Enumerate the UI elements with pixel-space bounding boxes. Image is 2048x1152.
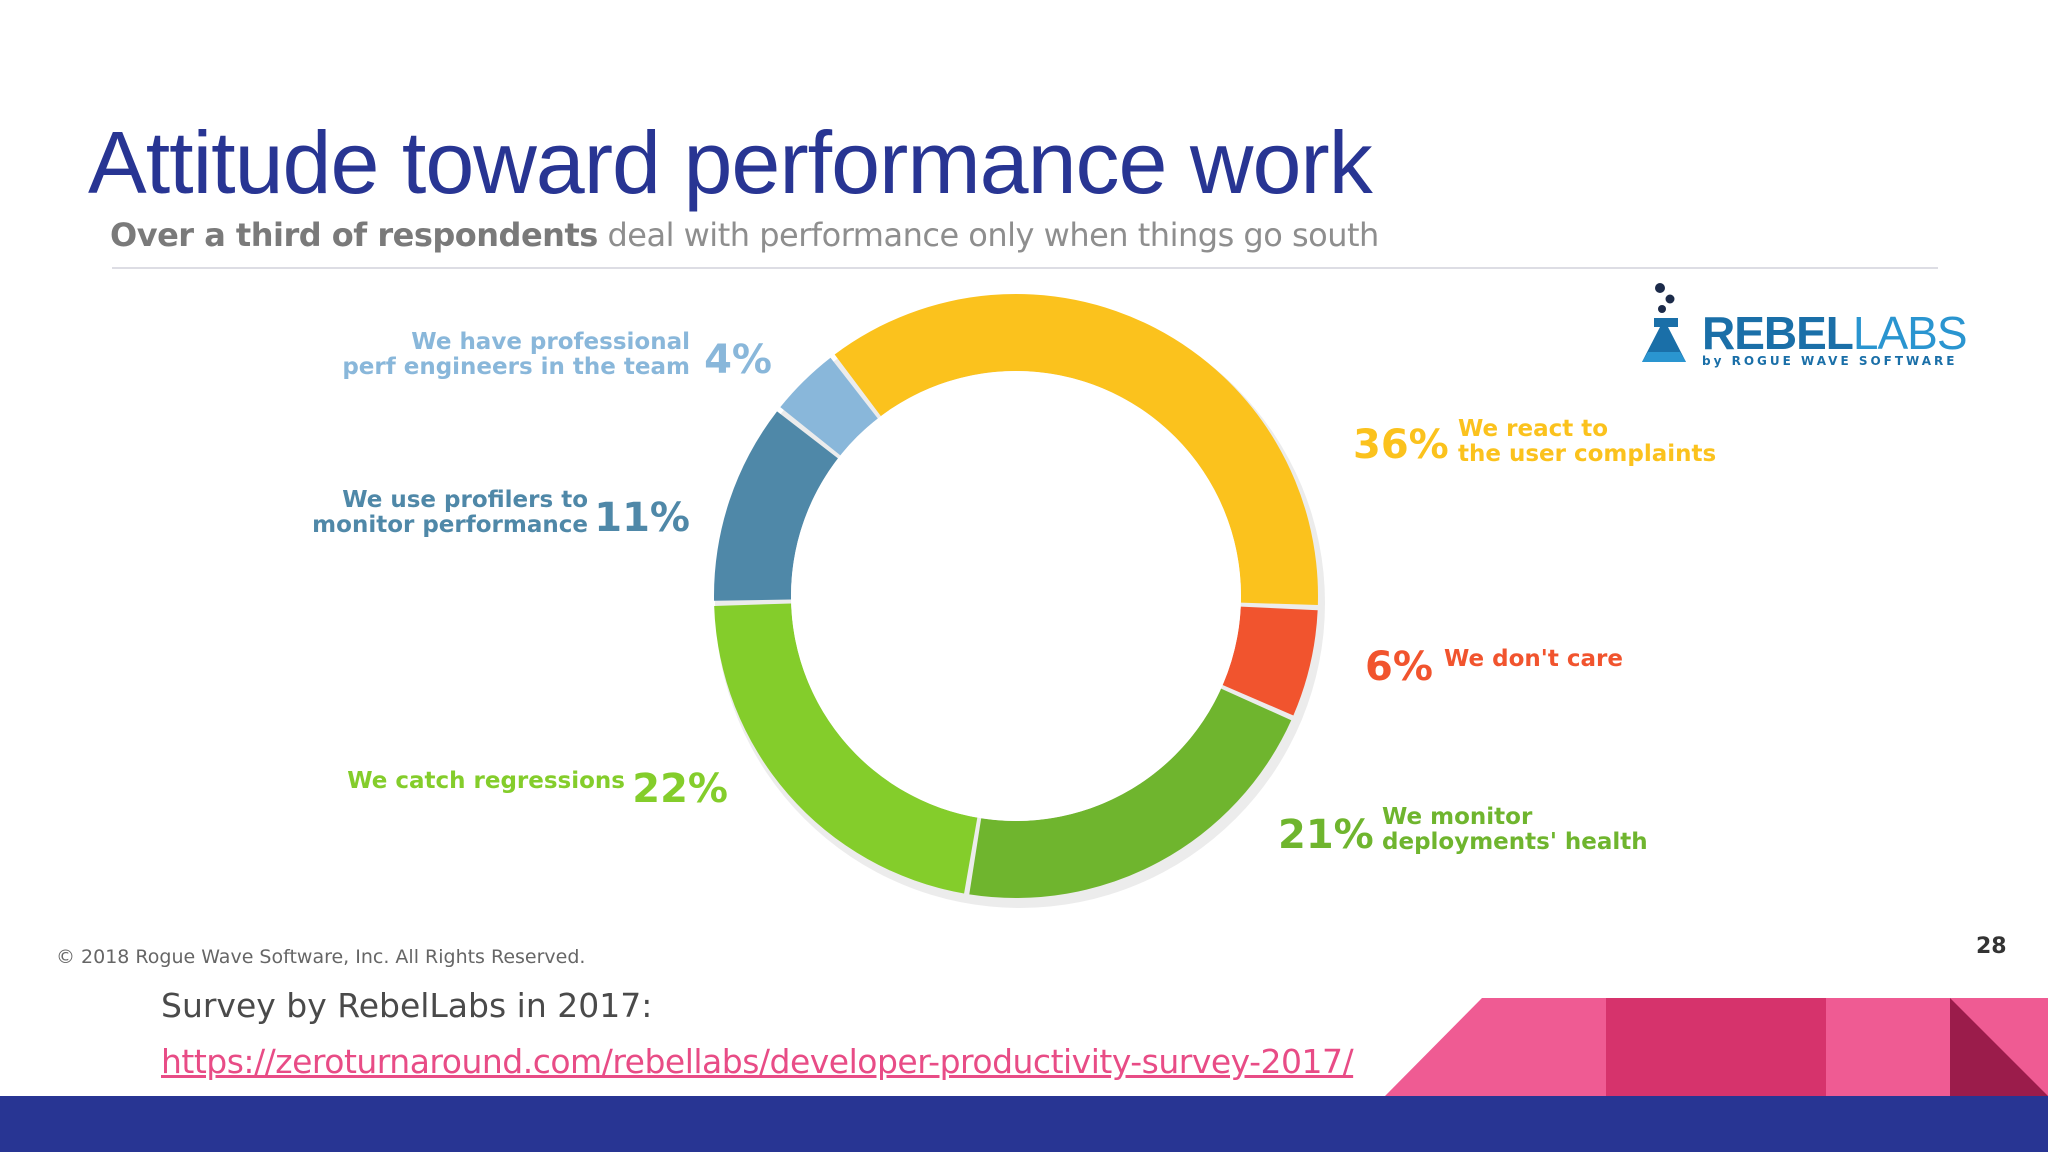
category-label-we-use-profilers-to-monitor-performance: monitor performance (312, 512, 588, 538)
deco-pink-trapezoid (1385, 998, 1608, 1096)
logo-wordmark: REBELLABS (1702, 306, 1968, 360)
source-text: Survey by RebelLabs in 2017: (161, 986, 653, 1025)
category-label-we-monitor-deployments-health: We monitor (1382, 804, 1533, 830)
logo-tagline: by ROGUE WAVE SOFTWARE (1702, 354, 1958, 368)
category-label-we-don-t-care: We don't care (1444, 646, 1623, 672)
category-label-we-have-professional-perf-engineers-in-the-team: We have professional (411, 329, 690, 355)
copyright-text: © 2018 Rogue Wave Software, Inc. All Rig… (56, 946, 586, 968)
category-label-we-react-to-the-user-complaints: the user complaints (1458, 441, 1716, 467)
chart-slices (713, 294, 1318, 898)
page-title: Attitude toward performance work (88, 113, 1373, 212)
rebellabs-logo: REBELLABS by ROGUE WAVE SOFTWARE (1634, 282, 1968, 372)
data-label-we-react-to-the-user-complaints: 36% (1353, 422, 1449, 468)
flask-icon (1642, 283, 1686, 362)
logo-word-bold: REBEL (1702, 307, 1854, 359)
footer-bar (0, 1096, 2048, 1152)
page-number: 28 (1976, 934, 2007, 959)
slice-we-react-to-the-user-complaints (834, 294, 1318, 605)
chart-subtitle: Over a third of respondents deal with pe… (110, 216, 1379, 254)
chart-hole (791, 371, 1241, 821)
category-label-we-react-to-the-user-complaints: We react to (1458, 416, 1608, 442)
category-label-we-use-profilers-to-monitor-performance: We use profilers to (342, 487, 588, 513)
category-label-we-monitor-deployments-health: deployments' health (1382, 829, 1648, 855)
slice-we-monitor-deployments-health (969, 688, 1292, 898)
data-label-we-catch-regressions: 22% (632, 766, 728, 812)
deco-light-triangle (1950, 998, 2048, 1096)
deco-dark-pink-block (1606, 998, 1828, 1096)
corner-decoration (1385, 998, 2048, 1096)
data-label-we-don-t-care: 6% (1365, 644, 1433, 690)
slice-we-have-professional-perf-engineers-in-the-team (780, 357, 878, 456)
data-label-we-use-profilers-to-monitor-performance: 11% (594, 495, 690, 541)
subtitle-bold: Over a third of respondents (110, 216, 598, 254)
category-label-we-have-professional-perf-engineers-in-the-team: perf engineers in the team (342, 354, 690, 380)
subtitle-divider (112, 267, 1938, 269)
category-label-we-catch-regressions: We catch regressions (347, 768, 625, 794)
survey-link[interactable]: https://zeroturnaround.com/rebellabs/dev… (161, 1042, 1354, 1081)
data-label-we-have-professional-perf-engineers-in-the-team: 4% (704, 337, 772, 383)
slice-we-catch-regressions (714, 603, 978, 894)
slice-we-use-profilers-to-monitor-performance (713, 411, 838, 601)
subtitle-rest: deal with performance only when things g… (597, 216, 1379, 254)
data-label-we-monitor-deployments-health: 21% (1278, 812, 1374, 858)
slice-we-don-t-care (1222, 606, 1318, 716)
deco-pink-block (1826, 998, 1952, 1096)
logo-word-light: LABS (1852, 307, 1968, 359)
